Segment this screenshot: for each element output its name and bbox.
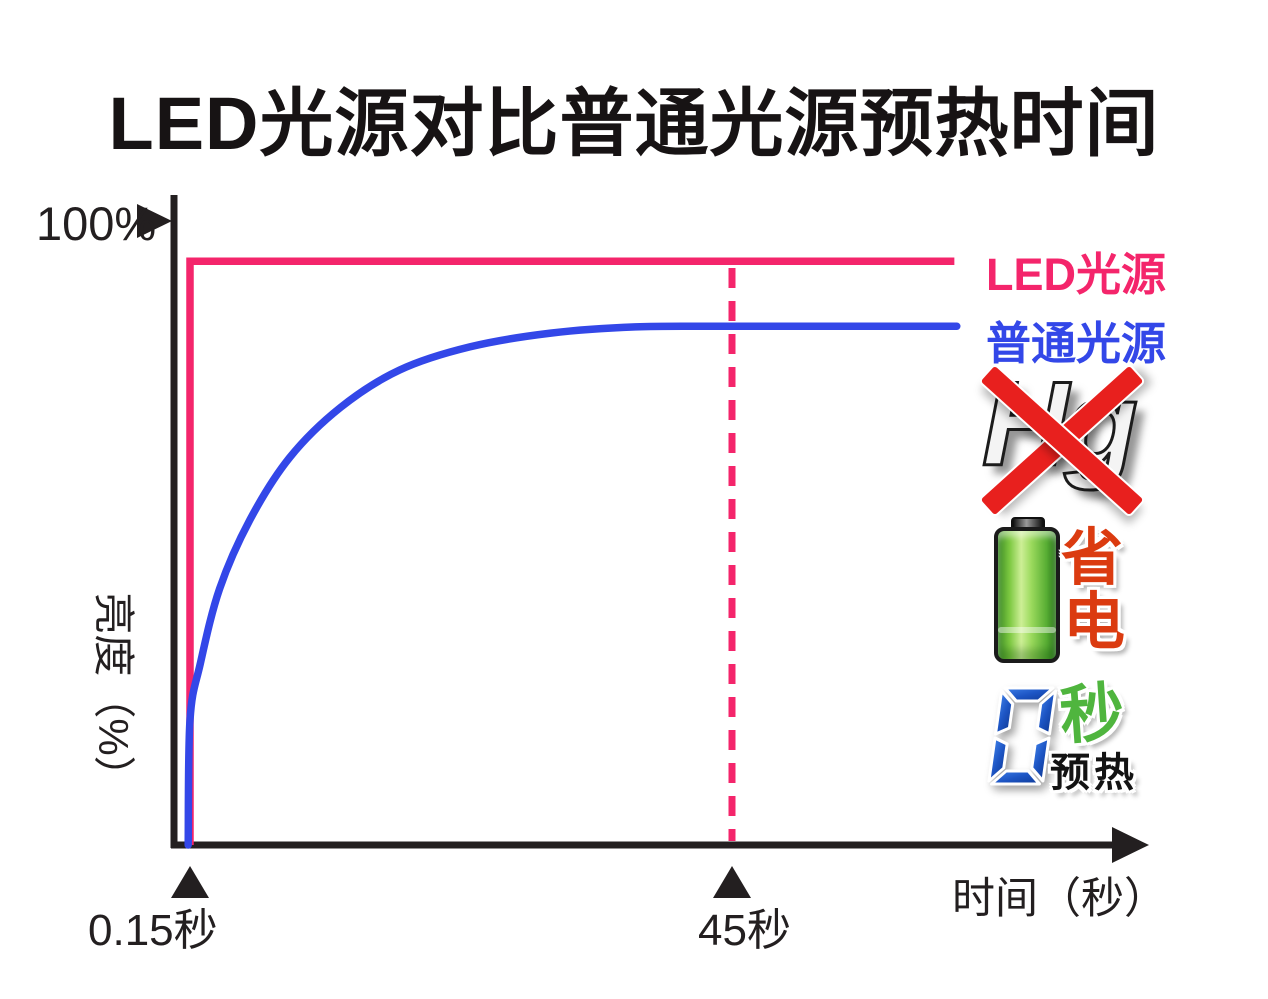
y-axis-title: 亮度（%） (90, 592, 137, 798)
x-axis-title: 时间（秒） (952, 875, 1167, 923)
y-axis-100-percent-label: 100% (36, 197, 157, 250)
power-saving-label-bottom: 电 (1063, 588, 1126, 657)
battery-highlight-band (998, 627, 1056, 633)
warmup-caption: 预热 (1050, 751, 1138, 795)
legend-ordinary-light-source: 普通光源 (986, 318, 1167, 369)
page-title: LED光源对比普通光源预热时间 (108, 82, 1160, 165)
x-tick-label-015s: 0.15秒 (88, 906, 218, 955)
seconds-unit-label: 秒 (1057, 675, 1127, 753)
zero-digit-icon (987, 686, 1058, 786)
legend-led-light-source: LED光源 (986, 249, 1167, 300)
power-saving-label-top: 省 (1061, 524, 1124, 593)
x-tick-label-45s: 45秒 (698, 906, 791, 955)
no-mercury-icon: Hg (978, 356, 1154, 516)
battery-icon (994, 527, 1060, 663)
